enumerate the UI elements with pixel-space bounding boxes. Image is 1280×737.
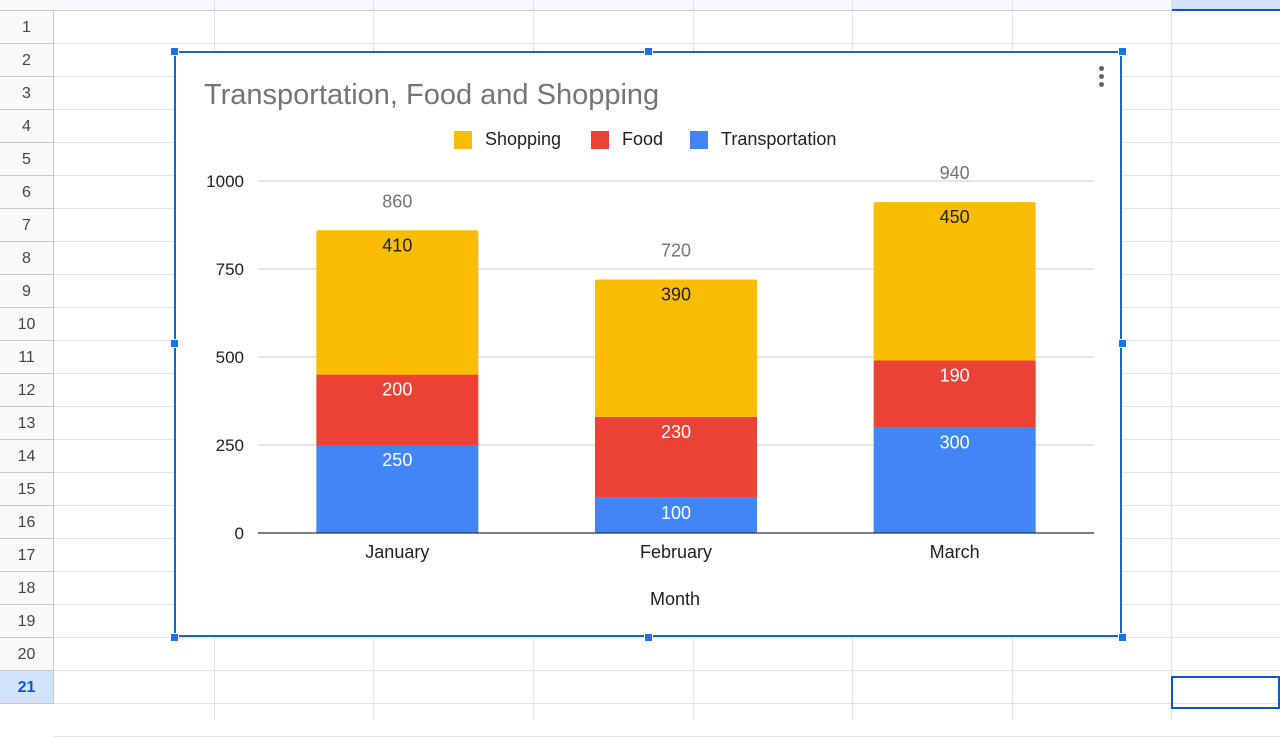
chart-legend: Shopping Food Transportation bbox=[176, 129, 1120, 153]
column-header-strip bbox=[0, 0, 1280, 11]
bar-shopping-march bbox=[873, 202, 1036, 361]
data-label: 230 bbox=[661, 422, 691, 442]
row-header-11[interactable]: 11 bbox=[0, 341, 54, 374]
selected-cell[interactable] bbox=[1171, 676, 1280, 709]
chart-container[interactable]: Transportation, Food and Shopping Shoppi… bbox=[174, 51, 1122, 637]
row-header-16[interactable]: 16 bbox=[0, 506, 54, 539]
resize-handle-bottom-left[interactable] bbox=[170, 633, 179, 642]
data-label: 450 bbox=[940, 207, 970, 227]
legend-item-shopping[interactable]: Shopping bbox=[454, 129, 561, 150]
row-header-3[interactable]: 3 bbox=[0, 77, 54, 110]
row-header-1[interactable]: 1 bbox=[0, 11, 54, 44]
legend-item-food[interactable]: Food bbox=[591, 129, 663, 150]
chart-title: Transportation, Food and Shopping bbox=[204, 79, 660, 111]
row-header-19[interactable]: 19 bbox=[0, 605, 54, 638]
row-header-4[interactable]: 4 bbox=[0, 110, 54, 143]
y-tick-label: 1000 bbox=[206, 172, 244, 191]
y-tick-label: 500 bbox=[216, 348, 244, 367]
row-header-10[interactable]: 10 bbox=[0, 308, 54, 341]
bar-transportation-february bbox=[595, 497, 757, 533]
bar-transportation-march bbox=[873, 427, 1036, 533]
legend-item-transportation[interactable]: Transportation bbox=[690, 129, 836, 150]
data-label: 410 bbox=[382, 235, 412, 255]
y-tick-label: 750 bbox=[216, 260, 244, 279]
legend-label: Transportation bbox=[721, 129, 837, 149]
chart-plot: 0 250 500 750 1000 250 200 410 860 January 100 230 3… bbox=[206, 163, 1094, 609]
x-tick-label: February bbox=[640, 542, 712, 562]
bar-food-march bbox=[873, 360, 1036, 428]
row-header-8[interactable]: 8 bbox=[0, 242, 54, 275]
data-label: 390 bbox=[661, 285, 691, 305]
x-tick-label: January bbox=[365, 542, 429, 562]
data-label: 250 bbox=[382, 450, 412, 470]
bar-food-february bbox=[595, 416, 757, 498]
resize-handle-bottom[interactable] bbox=[644, 633, 653, 642]
total-label: 940 bbox=[940, 163, 970, 183]
more-vert-icon[interactable] bbox=[1094, 63, 1108, 93]
total-label: 860 bbox=[382, 191, 412, 211]
row-header-12[interactable]: 12 bbox=[0, 374, 54, 407]
y-tick-label: 0 bbox=[235, 524, 244, 543]
row-header-2[interactable]: 2 bbox=[0, 44, 54, 77]
grid-row-line bbox=[54, 703, 1280, 704]
row-header-9[interactable]: 9 bbox=[0, 275, 54, 308]
y-tick-label: 250 bbox=[216, 436, 244, 455]
row-header-17[interactable]: 17 bbox=[0, 539, 54, 572]
resize-handle-top-right[interactable] bbox=[1118, 47, 1127, 56]
row-header-6[interactable]: 6 bbox=[0, 176, 54, 209]
column-header-selected[interactable] bbox=[1172, 0, 1280, 11]
bar-food-january bbox=[316, 374, 479, 445]
grid-row-line bbox=[54, 670, 1280, 671]
bar-shopping-february bbox=[595, 279, 757, 417]
legend-swatch bbox=[591, 130, 609, 149]
data-label: 100 bbox=[661, 503, 691, 523]
x-axis-title: Month bbox=[650, 589, 700, 609]
grid-column-line bbox=[1171, 0, 1172, 720]
grid-row-line bbox=[54, 637, 1280, 638]
row-header-15[interactable]: 15 bbox=[0, 473, 54, 506]
resize-handle-right[interactable] bbox=[1118, 339, 1127, 348]
row-header-14[interactable]: 14 bbox=[0, 440, 54, 473]
row-header-21[interactable]: 21 bbox=[0, 671, 54, 704]
row-header-5[interactable]: 5 bbox=[0, 143, 54, 176]
data-label: 200 bbox=[382, 380, 412, 400]
row-header-13[interactable]: 13 bbox=[0, 407, 54, 440]
data-label: 300 bbox=[940, 432, 970, 452]
grid-row-line bbox=[54, 43, 1280, 44]
bar-shopping-january bbox=[316, 230, 479, 375]
legend-swatch bbox=[454, 130, 472, 149]
row-header-20[interactable]: 20 bbox=[0, 638, 54, 671]
row-header-7[interactable]: 7 bbox=[0, 209, 54, 242]
bar-transportation-january bbox=[316, 445, 479, 533]
row-header-18[interactable]: 18 bbox=[0, 572, 54, 605]
legend-label: Food bbox=[622, 129, 664, 149]
resize-handle-bottom-right[interactable] bbox=[1118, 633, 1127, 642]
legend-label: Shopping bbox=[485, 129, 562, 149]
total-label: 720 bbox=[661, 241, 691, 261]
resize-handle-left[interactable] bbox=[170, 339, 179, 348]
resize-handle-top[interactable] bbox=[644, 47, 653, 56]
x-tick-label: March bbox=[930, 542, 980, 562]
resize-handle-top-left[interactable] bbox=[170, 47, 179, 56]
legend-swatch bbox=[690, 130, 708, 149]
data-label: 190 bbox=[940, 366, 970, 386]
